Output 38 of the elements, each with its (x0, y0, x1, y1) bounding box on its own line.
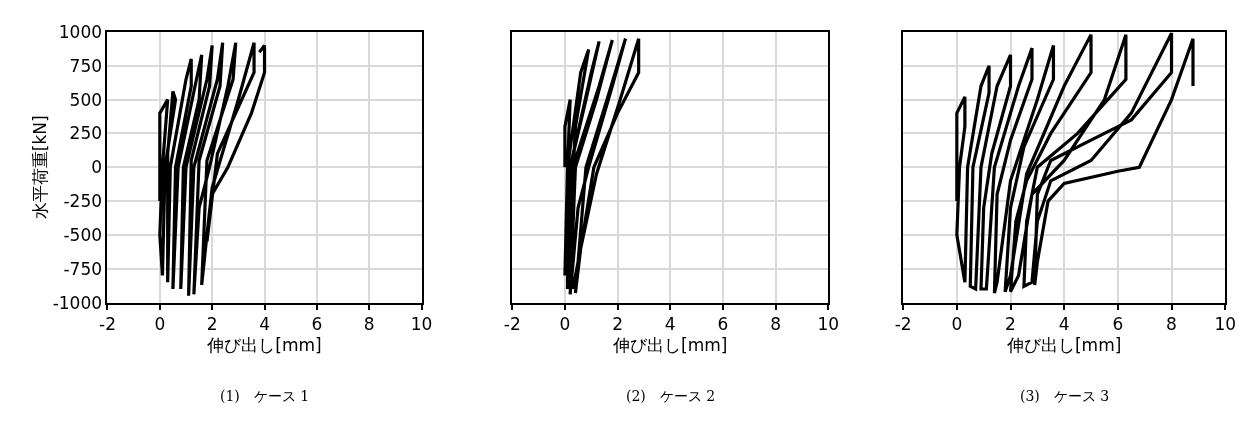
y-tick-label: 1000 (58, 21, 103, 42)
x-tick-label: 8 (363, 313, 375, 334)
y-tick-label: -1000 (52, 292, 103, 313)
x-tick-label: -2 (894, 313, 912, 334)
line-series (158, 41, 267, 298)
x-tick-label: 2 (1005, 313, 1016, 334)
x-axis-title: 伸び出し[mm] (206, 334, 322, 355)
x-tick-label: 8 (770, 313, 782, 334)
x-tick-label: 6 (1112, 313, 1124, 334)
y-axis-title: 水平荷重[kN] (29, 115, 50, 220)
x-axis-title: 伸び出し[mm] (1005, 334, 1122, 355)
y-tick-label: -500 (63, 224, 103, 245)
x-tick-label: 0 (559, 313, 571, 334)
text: (3) ケース 3 (1020, 388, 1110, 404)
text: (2) ケース 2 (626, 388, 716, 404)
x-tick-label: 0 (951, 313, 963, 334)
x-tick-label: 4 (259, 313, 270, 334)
y-tick-label: -750 (63, 258, 103, 279)
x-tick-label: 10 (817, 313, 840, 334)
text: (1) ケース 1 (220, 388, 310, 404)
x-axis-title: 伸び出し[mm] (612, 334, 728, 355)
x-tick-label: 8 (1166, 313, 1177, 334)
x-tick-label: 2 (206, 313, 218, 334)
x-tick-label: 0 (154, 313, 166, 334)
y-tick-label: 250 (69, 123, 103, 144)
x-tick-label: 2 (612, 313, 623, 334)
x-tick-label: -2 (98, 313, 116, 334)
y-tick-label: 500 (69, 89, 103, 110)
y-tick-label: 0 (91, 157, 103, 178)
x-tick-label: 6 (717, 313, 729, 334)
x-tick-label: 10 (410, 313, 433, 334)
y-tick-label: 750 (69, 55, 103, 76)
x-tick-label: 4 (1058, 313, 1070, 334)
y-tick-label: -250 (63, 191, 103, 212)
x-tick-label: 4 (664, 313, 676, 334)
x-tick-label: 10 (1214, 313, 1237, 334)
x-tick-label: 6 (311, 313, 323, 334)
x-tick-label: -2 (503, 313, 521, 334)
